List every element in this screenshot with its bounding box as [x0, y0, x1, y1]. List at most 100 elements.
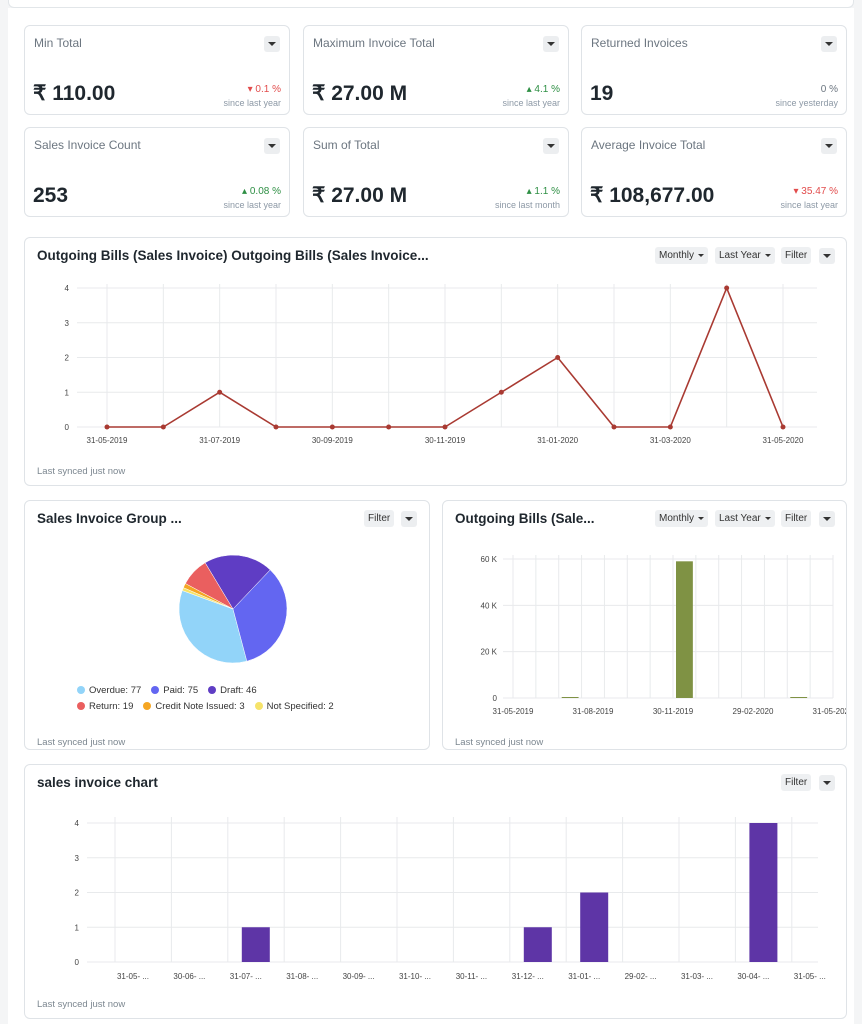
- card-change: 0 %: [821, 84, 838, 95]
- card-since: since last month: [494, 200, 560, 210]
- chart-menu-dropdown-icon[interactable]: [401, 511, 417, 527]
- card-label: Sum of Total: [313, 138, 380, 152]
- y-tick-label: 40 K: [481, 601, 498, 610]
- card-menu-dropdown-icon[interactable]: [543, 36, 559, 52]
- x-tick-label: 29-02- ...: [625, 972, 657, 981]
- line-chart-card: Outgoing Bills (Sales Invoice) Outgoing …: [24, 237, 847, 486]
- dashboard-page: Min Total ₹ 110.00 ▾ 0.1 % since last ye…: [8, 8, 854, 1024]
- x-tick-label: 30-04- ...: [737, 972, 769, 981]
- y-tick-label: 2: [75, 889, 80, 898]
- legend-item[interactable]: Return: 19: [77, 701, 133, 712]
- card-value: 253: [33, 184, 69, 207]
- data-point: [555, 355, 561, 360]
- data-point: [104, 424, 110, 430]
- chart-menu-dropdown-icon[interactable]: [819, 248, 835, 264]
- y-tick-label: 4: [65, 284, 70, 293]
- chart-menu-dropdown-icon[interactable]: [819, 775, 835, 791]
- card-value: ₹ 27.00 M: [312, 184, 408, 207]
- chart-title: sales invoice chart: [37, 775, 158, 790]
- x-tick-label: 31-07- ...: [230, 972, 262, 981]
- legend-item[interactable]: Credit Note Issued: 3: [143, 701, 245, 712]
- y-tick-label: 1: [75, 923, 80, 932]
- x-tick-label: 31-12- ...: [512, 972, 544, 981]
- card-label: Sales Invoice Count: [34, 138, 141, 152]
- legend-color-dot: [254, 702, 263, 710]
- period-dropdown[interactable]: Monthly: [655, 510, 709, 527]
- bar: [561, 697, 579, 698]
- x-tick-label: 30-06- ...: [173, 972, 205, 981]
- card-change-value: 1.1 %: [534, 186, 560, 197]
- filter-button[interactable]: Filter: [364, 510, 395, 527]
- data-point: [724, 285, 730, 291]
- legend-label: Draft: 46: [220, 685, 257, 696]
- number-card-sum-of-total[interactable]: Sum of Total ₹ 27.00 M ▴ 1.1 % since las…: [303, 127, 569, 217]
- last-synced: Last synced just now: [37, 737, 126, 748]
- bar: [790, 697, 808, 698]
- legend-item[interactable]: Draft: 46: [208, 685, 257, 696]
- card-value: ₹ 108,677.00: [590, 184, 715, 207]
- card-menu-dropdown-icon[interactable]: [264, 138, 280, 154]
- data-point: [160, 424, 166, 430]
- number-card-sales-invoice-count[interactable]: Sales Invoice Count 253 ▴ 0.08 % since l…: [24, 127, 290, 217]
- filter-button[interactable]: Filter: [781, 510, 812, 527]
- bar-chart: 0 20 K 40 K 60 K 31-05-2019 31-08-2019 30-11-2…: [481, 555, 846, 716]
- x-tick-label: 31-05-2020: [813, 707, 846, 716]
- x-tick-label: 30-11- ...: [456, 972, 487, 981]
- x-tick-label: 30-11-2019: [653, 707, 694, 716]
- data-point: [498, 389, 504, 395]
- card-change: ▾ 35.47 %: [793, 186, 838, 197]
- legend-item[interactable]: Overdue: 77: [77, 685, 141, 696]
- card-value: ₹ 27.00 M: [312, 82, 408, 105]
- y-tick-label: 60 K: [481, 555, 498, 564]
- chart-title: Sales Invoice Group ...: [37, 511, 182, 526]
- filter-button[interactable]: Filter: [781, 774, 812, 791]
- card-change: ▴ 1.1 %: [526, 186, 560, 197]
- number-card-min-total[interactable]: Min Total ₹ 110.00 ▾ 0.1 % since last ye…: [24, 25, 290, 115]
- x-tick-label: 29-02-2020: [733, 707, 774, 716]
- card-since: since last year: [223, 98, 281, 108]
- last-synced: Last synced just now: [37, 999, 126, 1010]
- filter-button[interactable]: Filter: [781, 247, 812, 264]
- legend-row: Return: 19 Credit Note Issued: 3 Not Speci…: [77, 701, 344, 717]
- y-tick-label: 4: [75, 819, 80, 828]
- card-change: ▾ 0.1 %: [247, 84, 281, 95]
- card-label: Returned Invoices: [591, 36, 688, 50]
- card-change-value: 0.08 %: [249, 186, 281, 197]
- legend-label: Credit Note Issued: 3: [155, 701, 245, 712]
- y-tick-label: 0: [493, 694, 498, 703]
- range-dropdown[interactable]: Last Year: [715, 247, 775, 264]
- card-menu-dropdown-icon[interactable]: [821, 138, 837, 154]
- card-value: 19: [590, 82, 614, 105]
- range-dropdown[interactable]: Last Year: [715, 510, 775, 527]
- x-tick-label: 31-01- ...: [568, 972, 600, 981]
- x-tick-label: 31-03- ...: [681, 972, 713, 981]
- data-point: [273, 424, 279, 430]
- pie-chart: [178, 554, 288, 664]
- card-menu-dropdown-icon[interactable]: [264, 36, 280, 52]
- card-change-value: 35.47 %: [801, 186, 838, 197]
- bar: [241, 927, 270, 962]
- legend-color-dot: [208, 686, 217, 694]
- legend-item[interactable]: Not Specified: 2: [254, 701, 334, 712]
- bar: [676, 561, 693, 698]
- period-dropdown[interactable]: Monthly: [655, 247, 709, 264]
- last-synced: Last synced just now: [37, 466, 126, 477]
- x-tick-label: 31-10- ...: [399, 972, 431, 981]
- chart-menu-dropdown-icon[interactable]: [819, 511, 835, 527]
- sales-invoice-chart-card: sales invoice chart Filter 0 1 2 3 4 31-05- .…: [24, 764, 847, 1019]
- number-card-maximum-invoice-total[interactable]: Maximum Invoice Total ₹ 27.00 M ▴ 4.1 % …: [303, 25, 569, 115]
- y-tick-label: 0: [75, 958, 80, 967]
- legend-color-dot: [143, 702, 152, 710]
- number-card-average-invoice-total[interactable]: Average Invoice Total ₹ 108,677.00 ▾ 35.…: [581, 127, 847, 217]
- y-tick-label: 20 K: [481, 648, 498, 657]
- legend-item[interactable]: Paid: 75: [151, 685, 198, 696]
- card-since: since yesterday: [775, 98, 838, 108]
- chart-title: Outgoing Bills (Sale...: [455, 511, 595, 526]
- number-card-returned-invoices[interactable]: Returned Invoices 19 0 % since yesterday: [581, 25, 847, 115]
- top-strip: [8, 0, 854, 8]
- bar-chart-card: Outgoing Bills (Sale... Monthly Last Yea…: [442, 500, 847, 750]
- card-menu-dropdown-icon[interactable]: [543, 138, 559, 154]
- card-label: Maximum Invoice Total: [313, 36, 435, 50]
- card-menu-dropdown-icon[interactable]: [821, 36, 837, 52]
- card-change-value: 0.1 %: [255, 84, 281, 95]
